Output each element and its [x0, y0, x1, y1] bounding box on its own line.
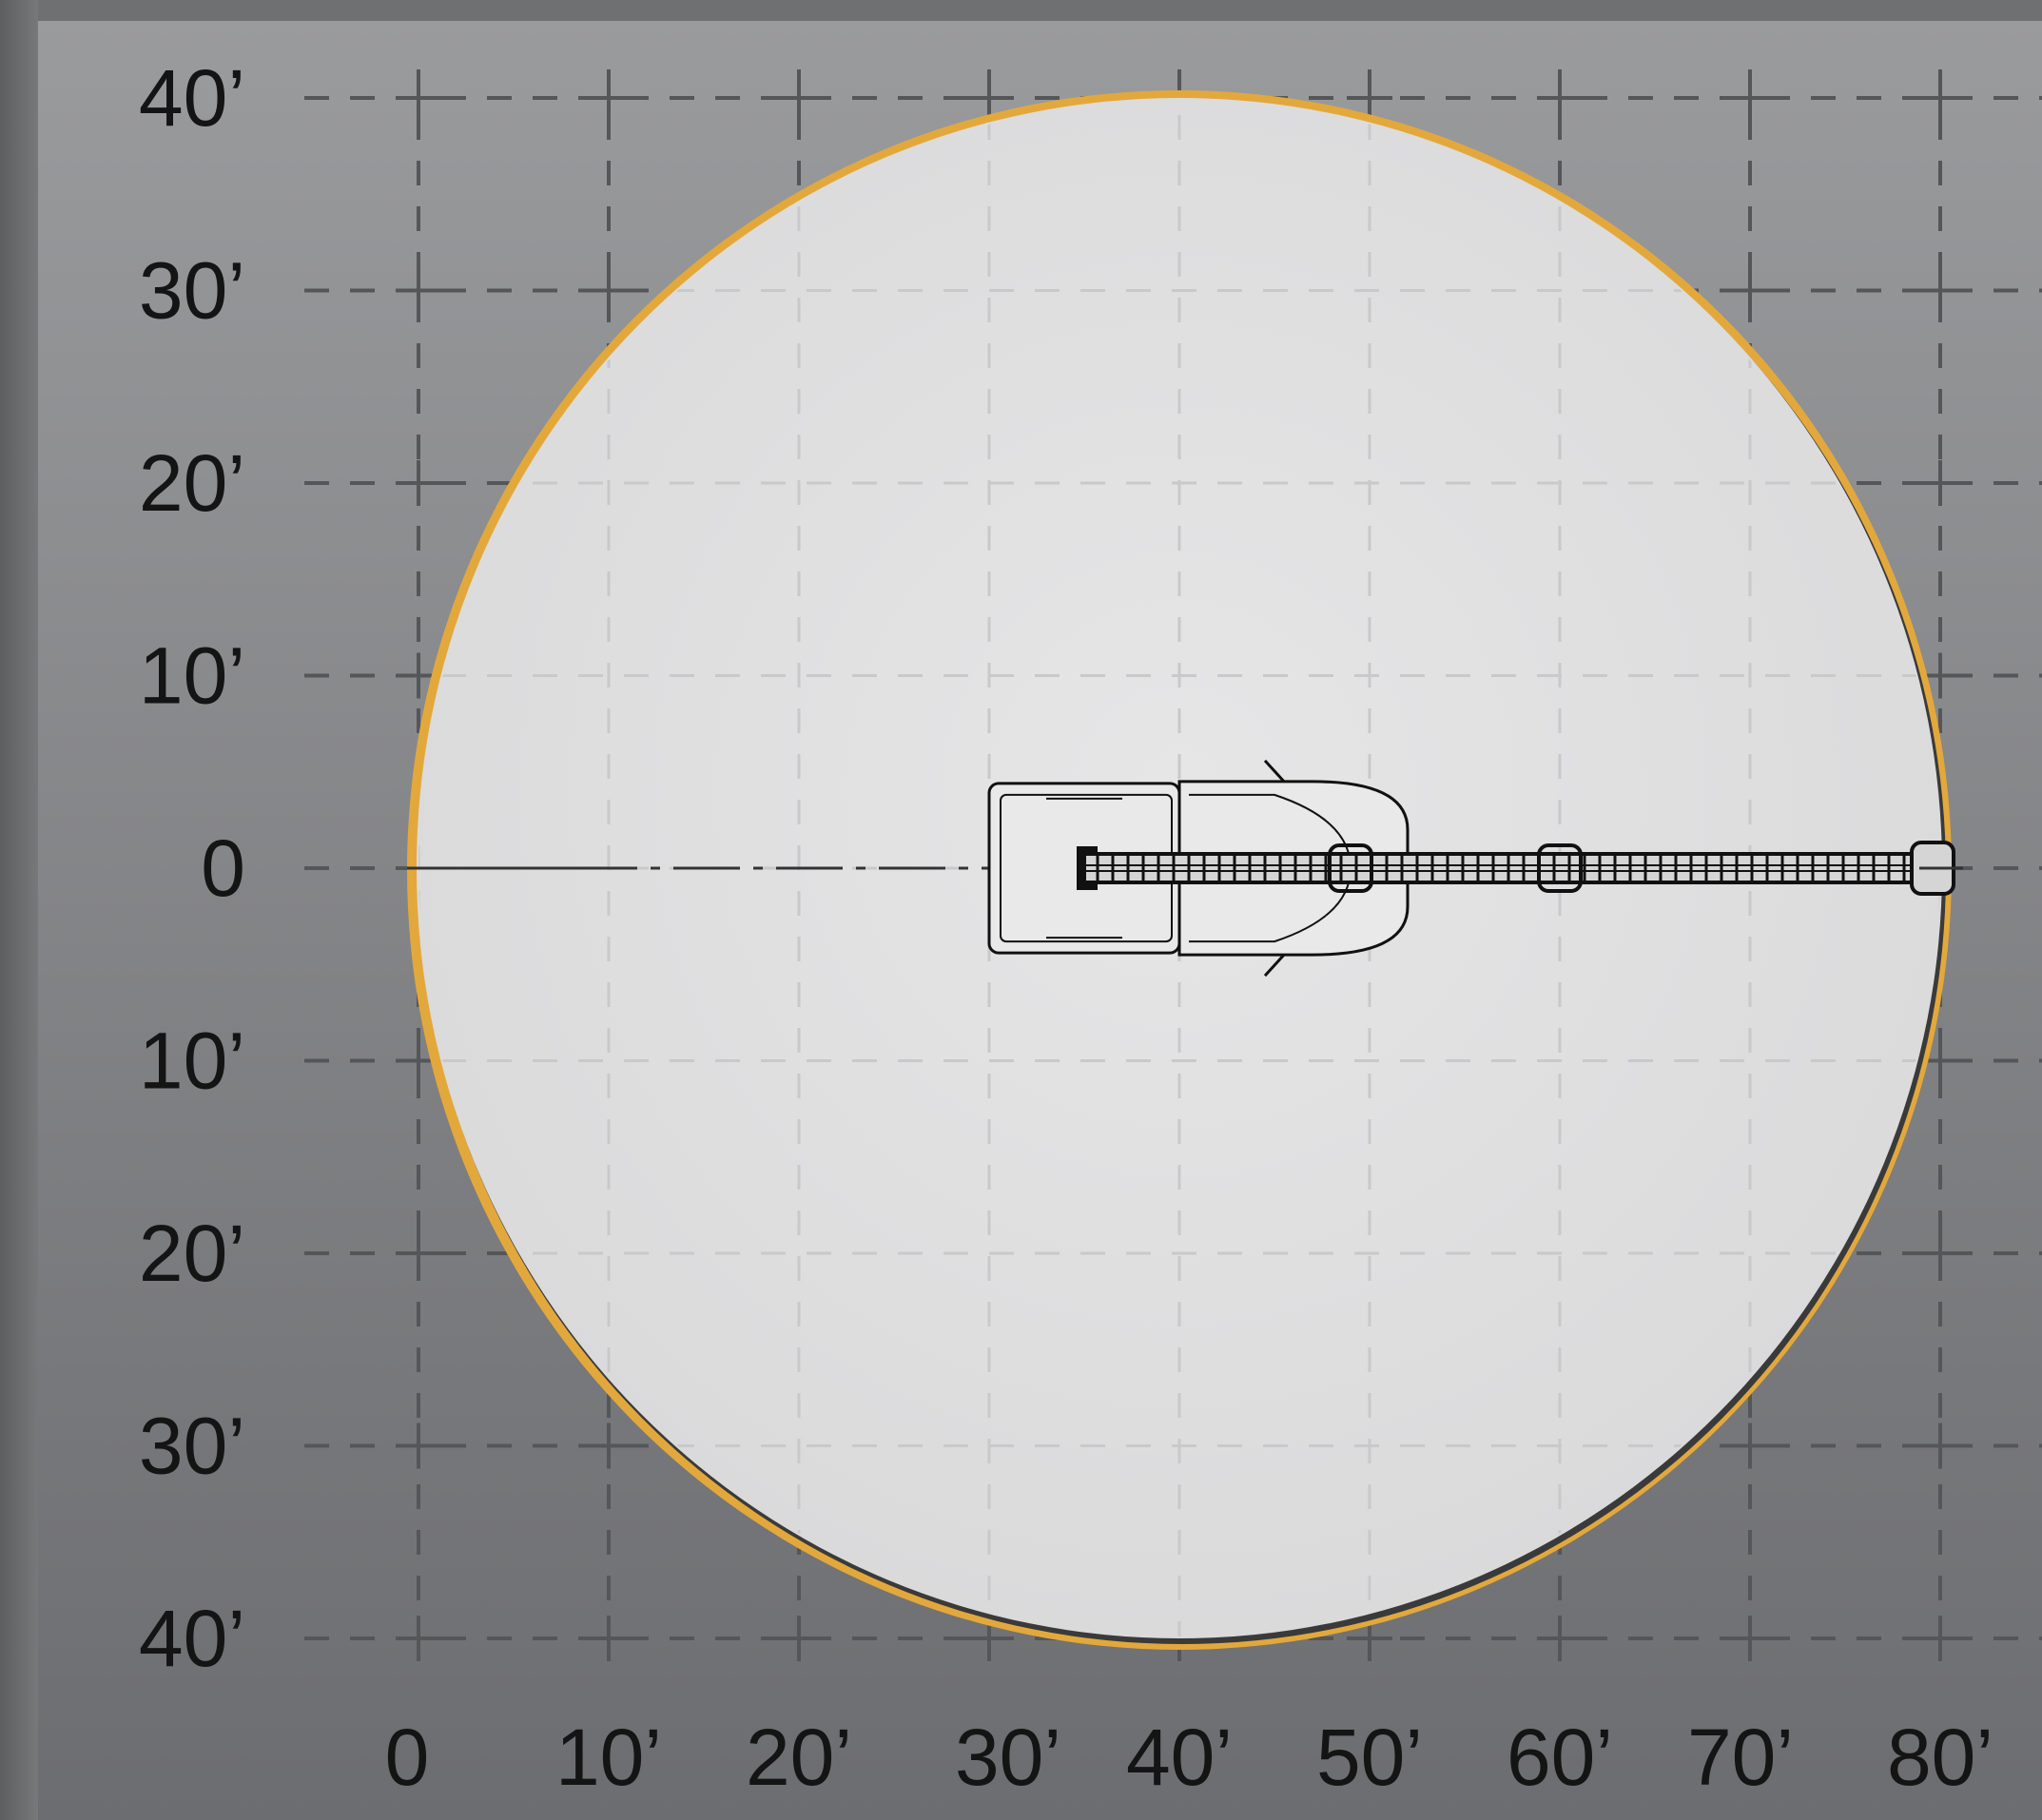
y-axis-labels: 40’ 30’ 20’ 10’ 0 10’ 20’ 30’ 40’: [139, 53, 245, 1683]
y-tick-label: 40’: [139, 53, 245, 143]
y-tick-label: 30’: [139, 246, 245, 336]
y-tick-label: 40’: [139, 1594, 245, 1683]
y-tick-label: 20’: [139, 1209, 245, 1298]
y-tick-label: 0: [201, 823, 245, 913]
y-tick-label: 20’: [139, 438, 245, 528]
boom-icon: [1077, 841, 1963, 896]
x-tick-label: 0: [385, 1713, 430, 1802]
left-border: [0, 0, 38, 1820]
mirror-left: [1263, 759, 1286, 783]
boom-joint: [1537, 843, 1583, 893]
y-tick-label: 30’: [139, 1402, 245, 1491]
x-tick-label: 20’: [746, 1713, 852, 1802]
x-tick-label: 30’: [955, 1713, 1061, 1802]
boom-joint: [1328, 843, 1373, 893]
x-tick-label: 70’: [1687, 1713, 1794, 1802]
y-tick-label: 10’: [139, 631, 245, 721]
x-tick-label: 50’: [1316, 1713, 1423, 1802]
mirror-right: [1263, 954, 1286, 978]
x-tick-label: 60’: [1507, 1713, 1613, 1802]
x-tick-label: 10’: [555, 1713, 662, 1802]
x-tick-label: 40’: [1126, 1713, 1233, 1802]
y-tick-label: 10’: [139, 1016, 245, 1106]
x-tick-label: 80’: [1887, 1713, 1993, 1802]
x-axis-labels: 0 10’ 20’ 30’ 40’ 50’ 60’ 70’ 80’: [385, 1713, 1993, 1802]
